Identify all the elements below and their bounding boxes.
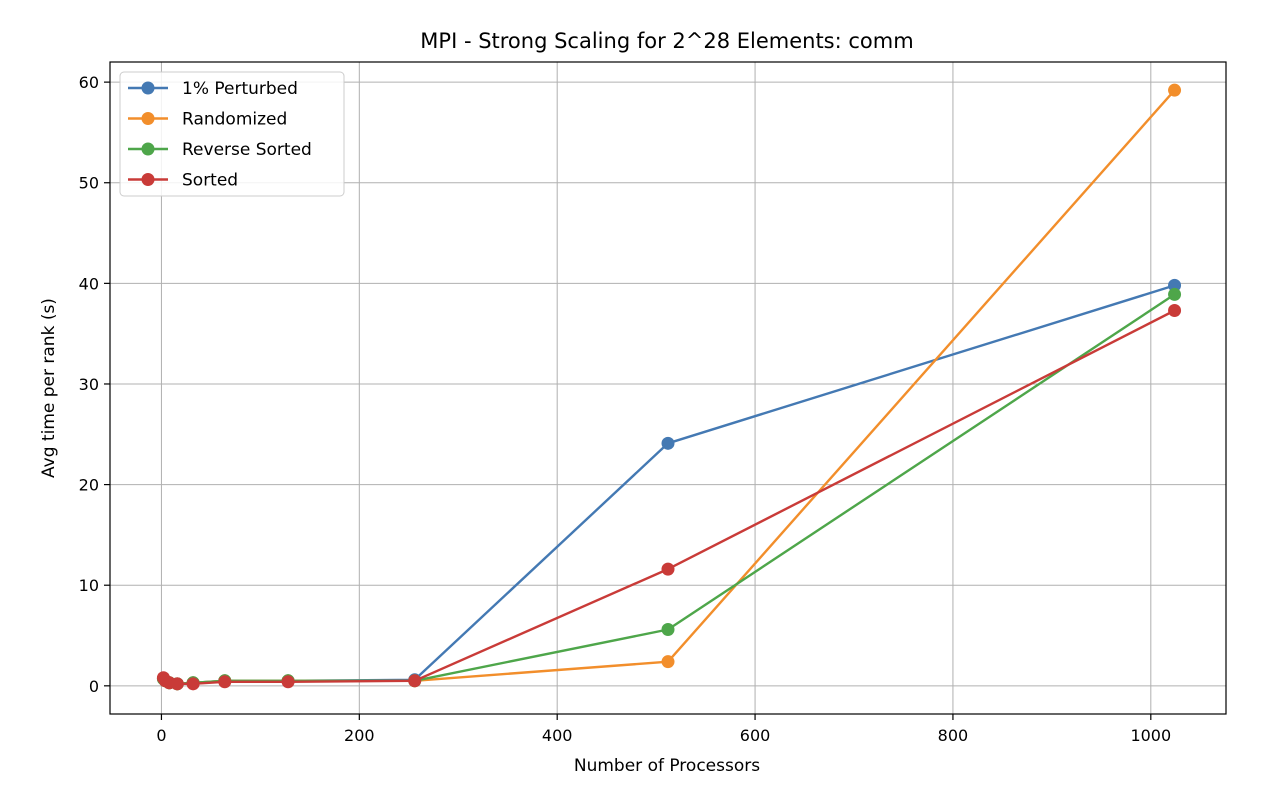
legend-label: Randomized xyxy=(182,110,287,130)
data-point xyxy=(218,675,232,689)
data-point xyxy=(1168,287,1182,301)
legend-box xyxy=(119,71,345,197)
legend: 1% Perturbed Randomized Reverse Sorted Sort… xyxy=(119,71,345,197)
chart-title: MPI - Strong Scaling for 2^28 Elements: … xyxy=(420,29,913,53)
y-axis-label: Avg time per rank (s) xyxy=(39,298,59,478)
data-point xyxy=(661,655,675,669)
data-point xyxy=(1168,83,1182,97)
y-tick-label: 60 xyxy=(79,73,99,92)
x-tick-label: 0 xyxy=(156,726,166,745)
x-tick-label: 200 xyxy=(344,726,375,745)
plot-frame xyxy=(109,61,1227,715)
x-tick-label: 1000 xyxy=(1130,726,1171,745)
legend-label: 1% Perturbed xyxy=(182,79,298,99)
data-point xyxy=(170,677,184,691)
y-tick-label: 40 xyxy=(79,274,99,293)
legend-item: Reverse Sorted xyxy=(128,140,312,160)
x-tick-label: 400 xyxy=(542,726,573,745)
legend-label: Sorted xyxy=(182,171,238,191)
y-axis-ticks: 0 10 20 30 40 50 60 xyxy=(79,73,110,696)
legend-marker xyxy=(141,142,155,156)
data-point xyxy=(1168,304,1182,318)
data-point xyxy=(281,675,295,689)
legend-item: Randomized xyxy=(128,110,287,130)
x-tick-label: 800 xyxy=(938,726,969,745)
series-2 xyxy=(156,287,1182,691)
series-layer xyxy=(156,83,1182,691)
legend-marker xyxy=(141,173,155,186)
data-point xyxy=(661,562,675,576)
legend-item: 1% Perturbed xyxy=(128,79,298,99)
data-point xyxy=(661,622,675,636)
y-tick-label: 0 xyxy=(89,677,99,696)
y-tick-label: 20 xyxy=(79,476,99,495)
x-axis-label: Number of Processors xyxy=(574,756,760,776)
data-point xyxy=(1168,278,1182,292)
y-tick-label: 10 xyxy=(79,576,99,595)
data-point xyxy=(186,677,200,691)
data-point xyxy=(661,436,675,450)
legend-marker xyxy=(141,81,155,95)
legend-label: Reverse Sorted xyxy=(182,140,312,160)
data-point xyxy=(408,674,422,688)
series-3 xyxy=(156,304,1182,691)
legend-item: Sorted xyxy=(128,171,238,191)
y-tick-label: 50 xyxy=(79,174,99,193)
y-tick-label: 30 xyxy=(79,375,99,394)
legend-marker xyxy=(141,112,155,125)
x-tick-label: 600 xyxy=(740,726,771,745)
x-axis-ticks: 0 200 400 600 800 1000 xyxy=(156,714,1171,745)
